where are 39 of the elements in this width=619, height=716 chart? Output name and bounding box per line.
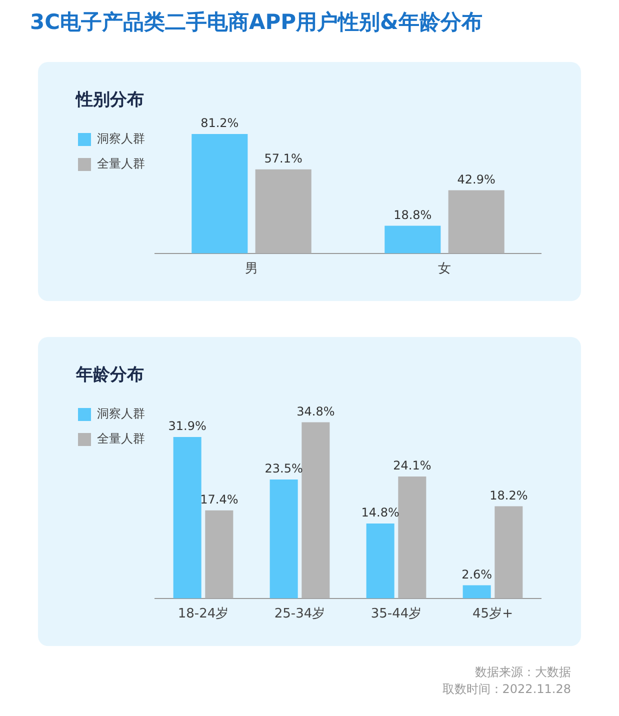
text: 取数时间：2022.11.28 [441, 681, 571, 698]
data-label: 81.2% [200, 116, 239, 130]
x-tick-label: 25-34岁 [274, 606, 326, 622]
data-label: 14.8% [361, 506, 400, 520]
chart-subtitle: 性别分布 [76, 89, 145, 111]
data-label: 18.2% [490, 488, 528, 502]
bar [205, 510, 234, 598]
legend-label: 全量人群 [97, 432, 145, 446]
legend-label: 洞察人群 [97, 406, 145, 421]
x-tick-label: 男 [245, 262, 258, 277]
bar [302, 422, 330, 598]
bar [384, 226, 441, 254]
bar [366, 524, 394, 598]
data-label: 2.6% [462, 567, 492, 582]
legend-label: 洞察人群 [97, 132, 145, 146]
data-label: 18.8% [394, 208, 432, 222]
data-label: 34.8% [296, 404, 335, 418]
data-label: 24.1% [393, 458, 432, 473]
x-tick-label: 女 [438, 262, 451, 277]
source-note: 数据来源：大数据 [474, 664, 571, 681]
bar [270, 479, 298, 598]
bar [448, 190, 504, 254]
chart-title: 年龄分布 [76, 364, 145, 386]
data-label: 17.4% [200, 492, 238, 506]
bar [192, 134, 248, 254]
x-tick-label: 35-44岁 [370, 606, 422, 622]
data-label: 23.5% [264, 462, 303, 476]
chart-title: 3C电子产品类二手电商APP用户性别&年龄分布 [30, 9, 484, 36]
bar [462, 585, 491, 598]
bar [173, 436, 202, 598]
x-tick-label: 45岁+ [472, 606, 513, 622]
data-label: 31.9% [168, 419, 206, 434]
bar [494, 506, 523, 598]
bar [255, 169, 312, 254]
data-label: 42.9% [457, 172, 496, 186]
data-label: 57.1% [264, 152, 302, 166]
x-tick-label: 18-24岁 [178, 606, 229, 622]
bar [398, 476, 426, 598]
legend-label: 全量人群 [97, 156, 145, 171]
